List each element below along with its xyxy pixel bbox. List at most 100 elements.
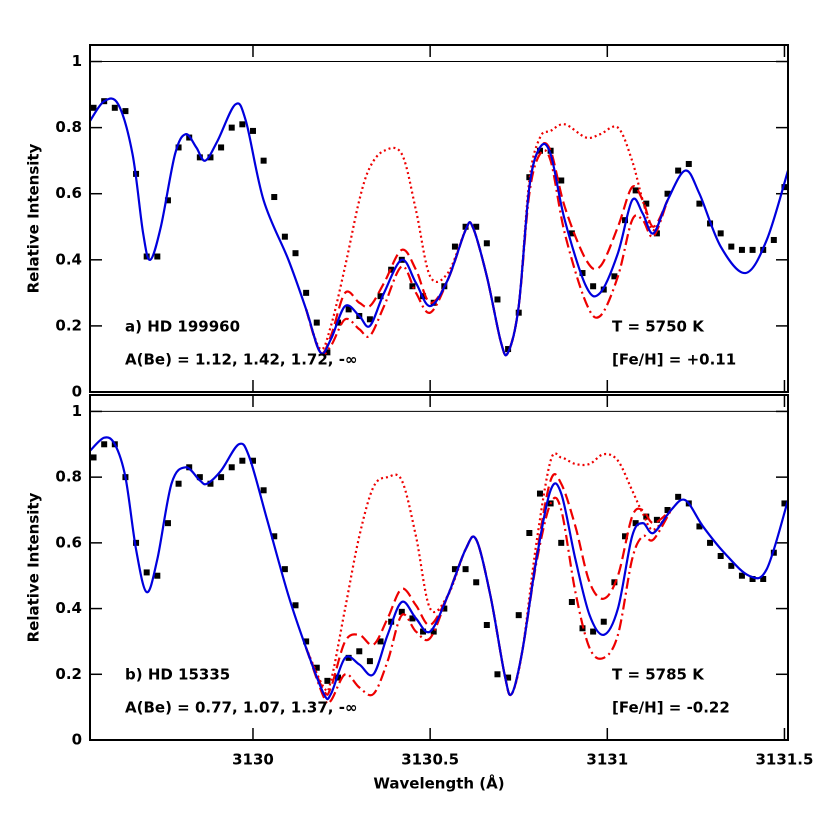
observed-point xyxy=(590,283,597,290)
observed-point xyxy=(526,530,533,536)
observed-point xyxy=(462,566,469,573)
observed-point xyxy=(611,273,618,280)
observed-point xyxy=(239,121,246,128)
observed-point xyxy=(600,618,607,625)
observed-point xyxy=(345,654,352,661)
plot-frame xyxy=(89,394,789,741)
y-tick-label: 0.8 xyxy=(55,468,82,486)
observed-point xyxy=(728,562,735,569)
observed-point xyxy=(249,457,256,464)
observed-point xyxy=(770,236,777,243)
plot-frame xyxy=(89,44,789,393)
observed-point xyxy=(760,576,767,582)
x-tick-label: 3130 xyxy=(232,751,274,769)
observed-point xyxy=(664,507,671,513)
plot-area xyxy=(90,97,788,357)
observed-point xyxy=(558,539,565,546)
observed-point xyxy=(717,553,724,559)
observed-point xyxy=(164,197,171,204)
observed-point xyxy=(738,246,745,253)
observed-point xyxy=(685,160,692,167)
star-label: b) HD 15335 xyxy=(125,666,230,684)
observed-point xyxy=(154,572,161,579)
observed-point xyxy=(398,608,405,615)
observed-point xyxy=(568,230,575,237)
abundance-label: A(Be) = 0.77, 1.07, 1.37, -∞ xyxy=(125,699,357,717)
metallicity-label: [Fe/H] = -0.22 xyxy=(612,699,730,717)
model-curve xyxy=(90,436,788,701)
observed-point xyxy=(494,671,501,678)
observed-point xyxy=(696,200,703,207)
abundance-label: A(Be) = 1.12, 1.42, 1.72, -∞ xyxy=(125,351,357,369)
observed-point xyxy=(271,533,278,540)
observed-point xyxy=(101,441,108,448)
observed-point xyxy=(143,569,150,576)
observed-point xyxy=(218,474,225,481)
observed-point xyxy=(462,223,469,230)
observed-point xyxy=(154,253,161,260)
observed-point xyxy=(409,615,416,622)
observed-point xyxy=(303,289,310,296)
observed-point xyxy=(377,638,384,645)
observed-point xyxy=(324,677,331,684)
y-tick-label: 0.6 xyxy=(55,184,82,202)
observed-point xyxy=(738,572,745,579)
observed-point xyxy=(505,346,512,353)
observed-point xyxy=(356,648,363,655)
metallicity-label: [Fe/H] = +0.11 xyxy=(612,351,736,369)
y-tick-label: 0 xyxy=(72,731,82,749)
observed-point xyxy=(643,200,650,207)
observed-point xyxy=(451,243,458,250)
observed-point xyxy=(196,474,203,481)
x-tick-label: 3131 xyxy=(586,751,628,769)
observed-point xyxy=(430,628,437,635)
observed-point xyxy=(632,520,639,527)
model-curve xyxy=(305,496,673,705)
observed-point xyxy=(207,480,214,487)
observed-point xyxy=(505,674,512,681)
observed-point xyxy=(707,539,714,546)
observed-point xyxy=(749,246,756,253)
observed-point xyxy=(483,240,490,247)
observed-point xyxy=(664,190,671,197)
observed-point xyxy=(590,628,597,635)
y-tick-label: 0 xyxy=(72,383,82,401)
observed-point xyxy=(536,147,543,154)
model-curve xyxy=(305,452,672,697)
observed-point xyxy=(207,154,214,161)
observed-point xyxy=(228,464,235,471)
observed-point xyxy=(441,605,448,612)
observed-point xyxy=(515,612,522,619)
observed-point xyxy=(260,487,267,494)
observed-point xyxy=(90,104,97,111)
observed-point xyxy=(260,157,267,164)
model-curve xyxy=(90,97,788,357)
y-axis-label: Relative Intensity xyxy=(25,492,43,642)
observed-point xyxy=(632,187,639,194)
observed-point xyxy=(653,230,660,237)
observed-point xyxy=(164,520,171,527)
x-tick-label: 3130.5 xyxy=(401,751,459,769)
observed-point xyxy=(622,217,629,224)
observed-point xyxy=(653,516,660,523)
observed-point xyxy=(175,144,182,151)
observed-point xyxy=(579,270,586,277)
y-tick-label: 0.2 xyxy=(55,665,82,683)
x-tick-label: 3131.5 xyxy=(756,751,814,769)
observed-point xyxy=(218,144,225,151)
observed-point xyxy=(622,533,629,540)
y-tick-label: 0.4 xyxy=(55,599,82,617)
plot-area xyxy=(90,436,788,705)
x-axis-label: Wavelength (Å) xyxy=(373,774,504,793)
y-tick-label: 0.2 xyxy=(55,316,82,334)
observed-point xyxy=(675,167,682,174)
observed-point xyxy=(366,658,373,665)
observed-point xyxy=(313,664,320,671)
observed-point xyxy=(249,127,256,134)
observed-point xyxy=(451,566,458,573)
observed-point xyxy=(377,293,384,300)
y-tick-label: 0.4 xyxy=(55,250,82,268)
y-tick-label: 1 xyxy=(72,402,82,420)
observed-point xyxy=(303,638,310,645)
